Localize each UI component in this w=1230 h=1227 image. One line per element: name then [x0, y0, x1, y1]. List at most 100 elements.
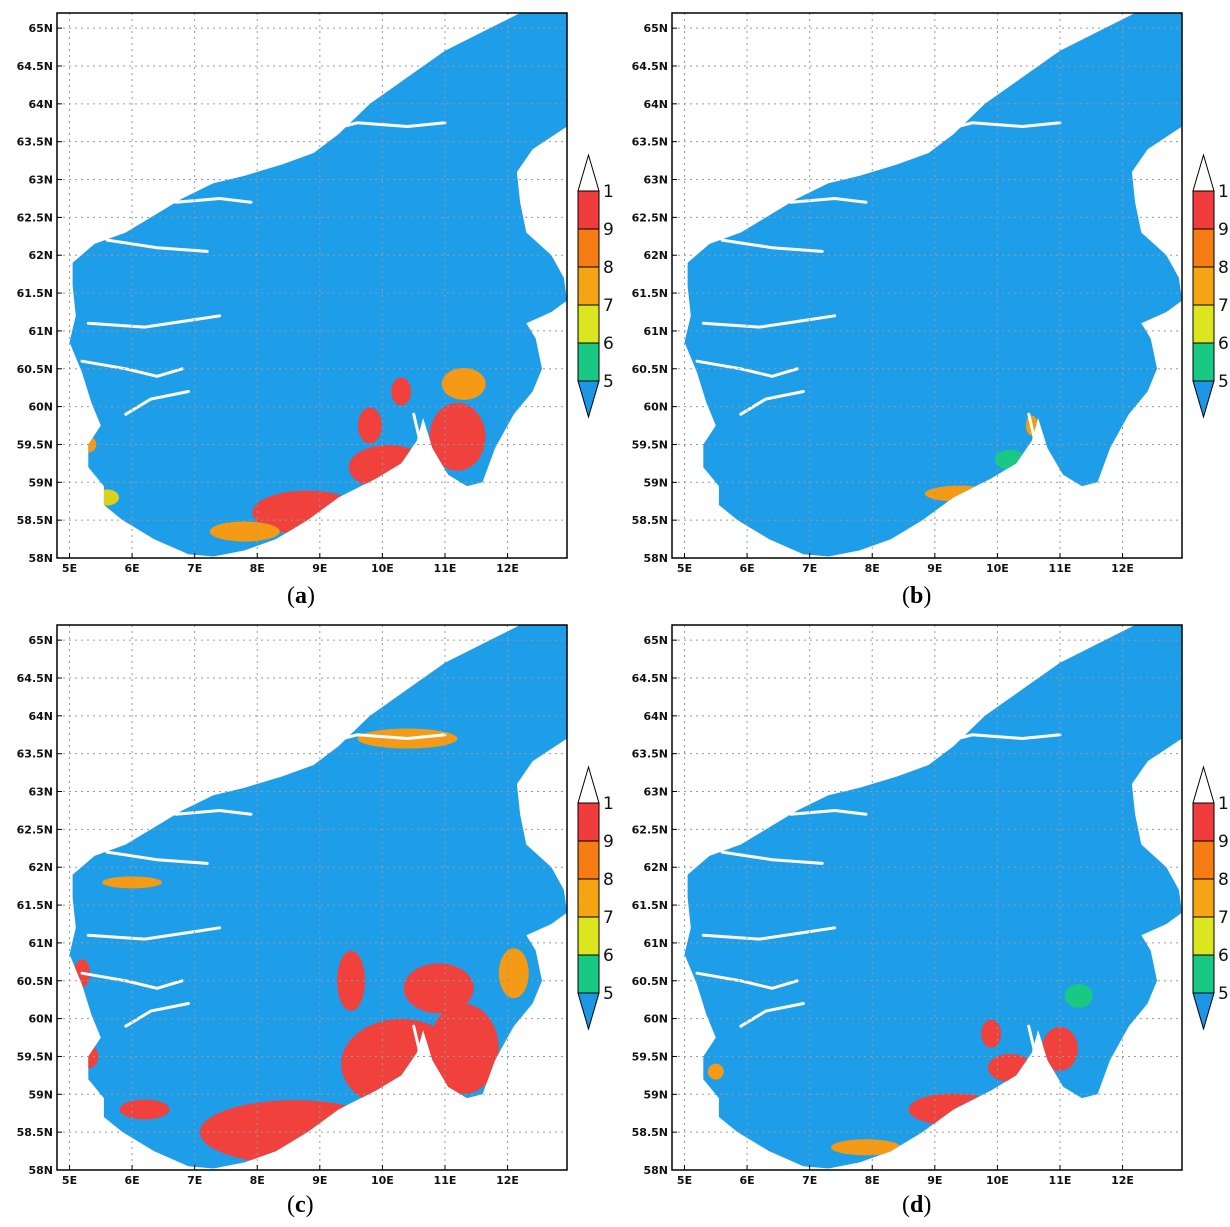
lat-tick-d-61.5N: 61.5N [632, 899, 668, 912]
colorbar-segment-3 [577, 916, 600, 956]
lat-tick-c-59.5N: 59.5N [17, 1050, 53, 1063]
land-area-b [684, 13, 1182, 557]
lat-tick-a-60N: 60N [28, 401, 53, 414]
colorbar-label-10: 10 [603, 182, 615, 202]
exceedance-patch-a-5 [357, 407, 382, 444]
lon-tick-a-7E: 7E [187, 562, 202, 575]
land-area-d [684, 625, 1182, 1169]
caption-a: (a) [287, 583, 315, 609]
lon-tick-c-5E: 5E [62, 1174, 77, 1187]
colorbar-label-10: 10 [1218, 794, 1230, 814]
lat-tick-a-62N: 62N [28, 249, 53, 262]
fjord-a-4 [174, 196, 253, 204]
lat-tick-a-61.5N: 61.5N [17, 287, 53, 300]
fjord-b-1 [695, 359, 799, 378]
lat-tick-c-58N: 58N [28, 1164, 53, 1177]
lon-tick-b-8E: 8E [865, 562, 880, 575]
colorbar-label-9: 9 [1218, 832, 1229, 852]
lat-tick-b-62N: 62N [643, 249, 668, 262]
lat-tick-b-58.5N: 58.5N [632, 514, 668, 527]
colorbar-label-5: 5 [603, 984, 614, 1004]
lat-tick-d-59.5N: 59.5N [632, 1050, 668, 1063]
fjord-b-3 [720, 238, 824, 253]
fjord-d-4 [789, 808, 868, 816]
lat-tick-d-62.5N: 62.5N [632, 823, 668, 836]
lon-tick-a-10E: 10E [371, 562, 394, 575]
colorbar-label-5: 5 [1218, 984, 1229, 1004]
land-area-a [69, 13, 567, 557]
colorbar-label-10: 10 [1218, 182, 1230, 202]
lat-tick-b-63N: 63N [643, 174, 668, 187]
lon-tick-d-7E: 7E [802, 1174, 817, 1187]
lon-tick-d-8E: 8E [865, 1174, 880, 1187]
colorbar-label-5: 5 [1218, 372, 1229, 392]
colorbar-segment-4 [1192, 342, 1215, 382]
exceedance-patch-c-4 [498, 948, 529, 999]
lat-tick-c-64N: 64N [28, 710, 53, 723]
lon-tick-c-7E: 7E [187, 1174, 202, 1187]
colorbar-label-9: 9 [603, 220, 614, 240]
lon-tick-c-9E: 9E [312, 1174, 327, 1187]
caption-c: (c) [287, 1192, 314, 1218]
panel-c: 5E 6E 7E 8E 9E 10E 11E 12E 58N 58.5N 59N 59.5N 60N 60… [0, 612, 615, 1187]
lon-tick-b-7E: 7E [802, 562, 817, 575]
colorbar-segment-2 [577, 266, 600, 306]
fjord-d-1 [695, 971, 799, 990]
fjord-d-6 [1027, 1024, 1037, 1081]
colorbar-under-triangle [577, 380, 600, 419]
colorbar-segment-0 [1192, 802, 1215, 842]
fjord-b-6 [1027, 412, 1037, 469]
fjord-a-2 [124, 390, 190, 416]
lat-tick-a-59N: 59N [28, 476, 53, 489]
colorbar-segment-1 [1192, 840, 1215, 880]
fjord-c-4 [174, 808, 253, 816]
lon-tick-c-6E: 6E [125, 1174, 140, 1187]
caption-d: (d) [902, 1192, 932, 1218]
lon-tick-b-6E: 6E [740, 562, 755, 575]
colorbar-segment-1 [1192, 228, 1215, 268]
colorbar-label-8: 8 [603, 870, 614, 890]
colorbar-segment-3 [1192, 304, 1215, 344]
lat-tick-b-64N: 64N [643, 98, 668, 111]
lon-tick-b-9E: 9E [927, 562, 942, 575]
lat-tick-b-64.5N: 64.5N [632, 60, 668, 73]
colorbar-segment-2 [1192, 266, 1215, 306]
lat-tick-c-59N: 59N [28, 1088, 53, 1101]
colorbar-segment-0 [1192, 190, 1215, 230]
colorbar-segment-4 [1192, 954, 1215, 994]
lon-tick-b-5E: 5E [677, 562, 692, 575]
colorbar-segment-3 [1192, 916, 1215, 956]
lon-tick-b-10E: 10E [986, 562, 1009, 575]
lat-tick-c-58.5N: 58.5N [17, 1126, 53, 1139]
exceedance-patch-b-1 [994, 449, 1025, 470]
lon-tick-c-10E: 10E [371, 1174, 394, 1187]
lat-tick-a-63.5N: 63.5N [17, 136, 53, 149]
colorbar-over-triangle [577, 153, 600, 192]
colorbar-label-6: 6 [603, 946, 614, 966]
exceedance-patch-d-6 [707, 1063, 724, 1080]
lat-tick-a-64.5N: 64.5N [17, 60, 53, 73]
fjord-a-6 [412, 412, 422, 469]
map-c: 5E 6E 7E 8E 9E 10E 11E 12E 58N 58.5N 59N 59.5N 60N 60… [17, 624, 615, 1187]
lat-tick-b-65N: 65N [643, 22, 668, 35]
lat-tick-c-60.5N: 60.5N [17, 975, 53, 988]
exceedance-patch-a-6 [95, 489, 120, 506]
lat-tick-a-61N: 61N [28, 325, 53, 338]
colorbar-label-8: 8 [1218, 870, 1229, 890]
lat-tick-d-60N: 60N [643, 1013, 668, 1026]
lat-tick-b-60.5N: 60.5N [632, 363, 668, 376]
lon-tick-a-5E: 5E [62, 562, 77, 575]
colorbar-label-6: 6 [1218, 334, 1229, 354]
exceedance-patch-d-3 [830, 1139, 901, 1156]
colorbar-label-6: 6 [1218, 946, 1229, 966]
fjord-d-5 [927, 733, 1062, 748]
colorbar-segment-2 [577, 878, 600, 918]
lat-tick-a-62.5N: 62.5N [17, 211, 53, 224]
lon-tick-c-11E: 11E [434, 1174, 457, 1187]
lat-tick-c-61N: 61N [28, 937, 53, 950]
lon-tick-d-6E: 6E [740, 1174, 755, 1187]
lat-tick-c-61.5N: 61.5N [17, 899, 53, 912]
lon-tick-d-5E: 5E [677, 1174, 692, 1187]
lon-tick-d-10E: 10E [986, 1174, 1009, 1187]
colorbar-label-9: 9 [1218, 220, 1229, 240]
